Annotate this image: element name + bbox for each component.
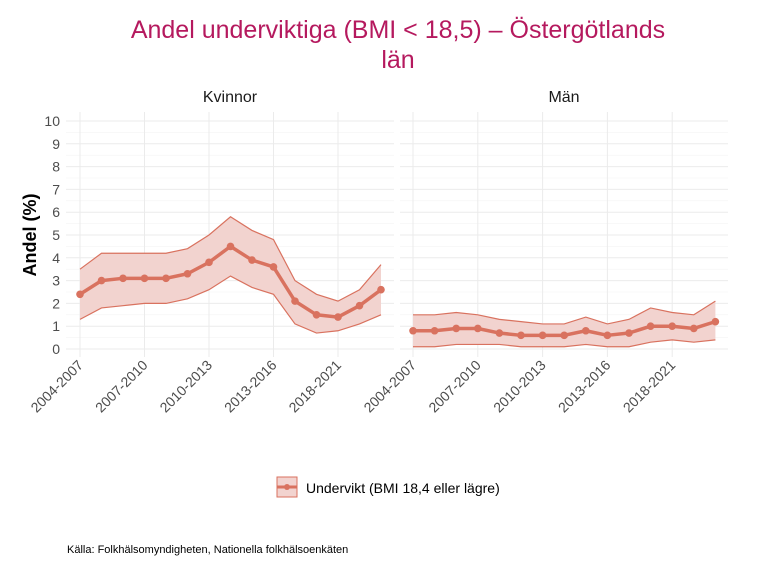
data-point <box>409 326 417 335</box>
legend-label: Undervikt (BMI 18,4 eller lägre) <box>306 480 500 496</box>
data-point <box>76 290 84 299</box>
data-point <box>140 274 149 283</box>
y-tick-label: 1 <box>52 318 60 334</box>
y-tick-label: 8 <box>52 159 60 175</box>
x-tick-label: 2018-2021 <box>620 357 679 416</box>
y-axis-label: Andel (%) <box>20 193 40 276</box>
data-point <box>183 269 192 278</box>
caption: Källa: Folkhälsomyndigheten, Nationella … <box>67 544 348 556</box>
y-tick-label: 2 <box>52 295 60 311</box>
data-point <box>474 324 482 333</box>
y-tick-label: 0 <box>52 341 60 357</box>
y-tick-label: 6 <box>52 204 60 220</box>
legend: Undervikt (BMI 18,4 eller lägre) <box>276 476 500 498</box>
data-point <box>269 263 278 271</box>
chart-title: Andel underviktiga (BMI < 18,5) – Österg… <box>131 16 665 44</box>
data-point <box>625 329 633 337</box>
y-tick-label: 9 <box>52 136 60 152</box>
data-point <box>646 322 655 331</box>
y-tick-label: 7 <box>52 181 60 197</box>
data-point <box>97 276 106 285</box>
lower-bound-line <box>413 339 716 348</box>
data-point <box>205 258 213 267</box>
data-point <box>291 297 299 305</box>
data-point <box>377 285 385 294</box>
chart-title-line2: län <box>381 46 414 74</box>
y-tick-label: 10 <box>44 113 60 129</box>
data-point <box>690 324 698 333</box>
y-tick-label: 3 <box>52 273 60 289</box>
data-point <box>582 326 590 335</box>
confidence-band <box>413 301 716 347</box>
y-tick-label: 5 <box>52 227 60 243</box>
data-point <box>711 317 720 326</box>
x-tick-label: 2018-2021 <box>285 357 344 416</box>
data-point <box>495 329 504 337</box>
lower-bound-line <box>79 275 382 334</box>
x-tick-label: 2013-2016 <box>555 357 614 416</box>
x-tick-label: 2010-2013 <box>156 357 215 416</box>
panel-title: Kvinnor <box>203 89 258 106</box>
confidence-band <box>80 216 381 334</box>
data-point <box>668 322 676 331</box>
x-tick-label: 2010-2013 <box>490 357 549 416</box>
data-point <box>517 331 525 340</box>
upper-bound-line <box>79 216 382 302</box>
y-tick-label: 4 <box>52 250 60 266</box>
panel-1: Män 2004-2007 2007-2010 2010-2013 2013-2016 2… <box>360 89 728 415</box>
data-point <box>162 274 170 283</box>
data-point <box>119 274 127 283</box>
panel-title: Män <box>548 89 579 106</box>
data-point <box>538 331 547 340</box>
x-tick-label: 2007-2010 <box>92 357 151 416</box>
x-tick-label: 2004-2007 <box>360 357 419 416</box>
x-tick-label: 2013-2016 <box>221 357 280 416</box>
data-point <box>560 331 568 340</box>
x-tick-label: 2004-2007 <box>27 357 86 416</box>
data-point <box>334 313 342 321</box>
data-point <box>355 301 364 310</box>
panel-0: Kvinnor 2004-2007 2007-2010 2010-2013 2013-2… <box>27 89 394 415</box>
data-point <box>312 311 321 319</box>
data-point <box>226 242 235 251</box>
data-point <box>603 331 612 340</box>
data-point <box>248 256 256 264</box>
data-point <box>452 324 461 333</box>
upper-bound-line <box>413 300 716 325</box>
x-tick-label: 2007-2010 <box>425 357 484 416</box>
data-point <box>430 326 439 335</box>
